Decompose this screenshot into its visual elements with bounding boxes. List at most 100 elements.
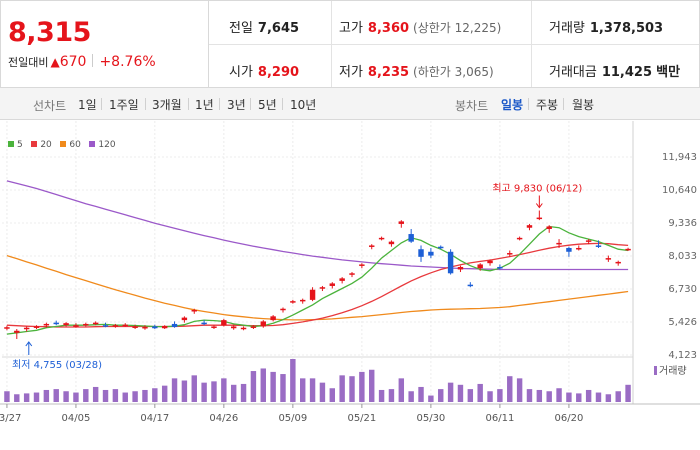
volume-bar xyxy=(63,391,69,402)
x-tick-label: 03/27 xyxy=(0,413,21,424)
candle-body xyxy=(270,316,276,321)
candle-body xyxy=(63,323,69,326)
legend-ma5: 5 xyxy=(8,140,23,150)
candle-body xyxy=(33,326,40,328)
amount-label: 거래대금 xyxy=(549,65,597,80)
volume-bar xyxy=(467,389,474,402)
volume-bar xyxy=(487,391,493,402)
prev-close: 전일 7,645 xyxy=(229,17,299,36)
volume-bar xyxy=(615,391,621,402)
change-row: 전일대비 ▲670 +8.76% xyxy=(8,54,156,70)
volume-bar xyxy=(605,394,612,402)
x-tick-label: 06/20 xyxy=(555,413,584,424)
tab-monthly[interactable]: 월봉 xyxy=(572,98,595,112)
volume-bar xyxy=(201,382,207,402)
candle-body xyxy=(507,253,513,255)
volume-bar xyxy=(339,375,345,402)
candle-body xyxy=(53,322,59,325)
quote-panel: 8,315 전일대비 ▲670 +8.76% 전일 7,645 시가 8,290 고가 8… xyxy=(0,0,700,88)
volume-bar xyxy=(438,389,444,402)
volume-bar xyxy=(23,393,30,402)
volume-bar xyxy=(260,368,266,402)
volume-bar xyxy=(398,378,405,402)
volume-bar xyxy=(14,394,20,402)
amount-unit: 백만 xyxy=(656,65,681,80)
candle-body xyxy=(595,245,602,247)
x-tick-label: 05/09 xyxy=(278,413,307,424)
volume-bar xyxy=(359,371,365,402)
lower-limit: (하한가 3,065) xyxy=(413,65,494,79)
candle-body xyxy=(418,249,424,257)
prev-close-label: 전일 xyxy=(229,21,253,36)
open-price: 시가 8,290 xyxy=(229,61,299,80)
candle-body xyxy=(4,327,10,329)
volume-bar xyxy=(280,374,286,402)
volume-bar xyxy=(369,369,375,402)
ma5-line xyxy=(6,225,629,335)
y-tick-label: 10,640 xyxy=(662,185,697,196)
ma120-line xyxy=(6,180,629,271)
candle-body xyxy=(14,330,20,333)
candle-body xyxy=(240,327,247,330)
candle-body xyxy=(132,326,138,328)
volume-bar xyxy=(53,389,59,402)
low-arrow-head xyxy=(25,341,33,347)
tab-daily[interactable]: 일봉 xyxy=(501,98,524,112)
volume: 거래량 1,378,503 xyxy=(549,17,663,36)
candle-body xyxy=(585,240,592,242)
volume-bar xyxy=(477,383,483,402)
candle-body xyxy=(221,320,227,326)
candle-body xyxy=(408,234,414,242)
volume-bar xyxy=(457,384,464,402)
tab-1d[interactable]: 1일 xyxy=(78,98,97,112)
legend: 5 20 60 120 xyxy=(8,140,116,150)
divider xyxy=(188,98,189,110)
y-tick-label: 4,123 xyxy=(668,350,697,361)
candle-body xyxy=(398,221,405,224)
candle-body xyxy=(615,261,621,264)
volume-bar xyxy=(388,389,395,402)
tab-5y[interactable]: 5년 xyxy=(258,98,277,112)
low-value: 8,235 xyxy=(367,65,410,80)
candle-body xyxy=(122,324,128,327)
volume-bar xyxy=(211,381,217,402)
volume-label: 거래량 xyxy=(659,365,687,377)
tab-1y[interactable]: 1년 xyxy=(195,98,214,112)
divider xyxy=(219,98,220,110)
tab-1w[interactable]: 1주일 xyxy=(109,98,139,112)
candle-body xyxy=(23,327,30,330)
volume-bar xyxy=(191,375,197,402)
volume-bar xyxy=(4,391,10,402)
volume-bar xyxy=(378,389,385,402)
x-tick-label: 06/11 xyxy=(485,413,514,424)
tab-3m[interactable]: 3개월 xyxy=(152,98,182,112)
volume-bar xyxy=(122,392,128,402)
price-box: 8,315 전일대비 ▲670 +8.76% xyxy=(1,1,209,87)
candle-body xyxy=(309,289,316,300)
candle-body xyxy=(171,323,178,327)
volume-bar xyxy=(566,392,572,402)
candle-body xyxy=(378,237,385,240)
volume-bar xyxy=(132,391,138,402)
candle-body xyxy=(526,225,533,228)
candle-body xyxy=(605,258,612,260)
candle-body xyxy=(625,248,631,251)
candle-body xyxy=(102,325,109,327)
tab-10y[interactable]: 10년 xyxy=(290,98,317,112)
volume-bar xyxy=(536,389,543,402)
current-price: 8,315 xyxy=(8,17,91,48)
volume-bar xyxy=(181,380,188,402)
divider xyxy=(563,98,564,110)
candle-body xyxy=(43,323,50,326)
price-chart: 11,943 10,640 9,336 8,033 6,730 5,426 4,123 03… xyxy=(0,121,700,450)
candle-body xyxy=(142,326,148,329)
tab-weekly[interactable]: 주봉 xyxy=(536,98,559,112)
volume-label: 거래량 xyxy=(549,21,585,36)
change-percent: +8.76% xyxy=(99,54,156,70)
tab-3y[interactable]: 3년 xyxy=(227,98,246,112)
divider xyxy=(101,98,102,110)
high-value: 8,360 xyxy=(367,21,410,36)
volume-bar xyxy=(270,371,276,402)
volume-bars xyxy=(4,359,657,402)
candle-body xyxy=(181,317,188,321)
